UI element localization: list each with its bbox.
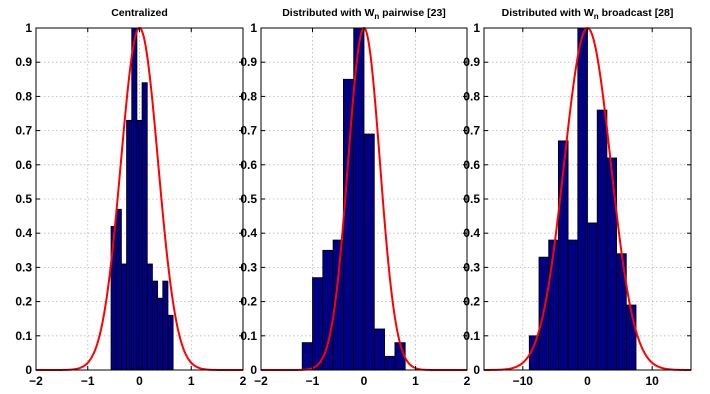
- histogram-bar: [115, 208, 122, 371]
- histogram-bar: [136, 119, 143, 371]
- x-tick-label: 0: [136, 374, 143, 388]
- histogram-bar: [312, 277, 324, 371]
- panel-distributed-pairwise: 0 0.1 0.2 0.3 0.4 0.5 0.6 0.7 0.8 0.9 1 −2 −1 0 1 2 Dist…: [240, 7, 470, 388]
- x-tick-label: −1: [306, 374, 320, 388]
- y-tick-label: 0.9: [15, 55, 32, 69]
- histogram-bar: [548, 239, 559, 371]
- x-tick-label: 0: [361, 374, 368, 388]
- histogram-bar: [596, 109, 608, 371]
- y-tick-label: 0.5: [240, 192, 257, 206]
- y-tick-label: 0.3: [240, 260, 257, 274]
- chart-title: Distributed with Wn pairwise [23]: [282, 7, 446, 21]
- y-tick-label: 0: [25, 363, 32, 377]
- y-tick-label: 0.9: [463, 55, 480, 69]
- y-tick-label: 1: [25, 21, 32, 35]
- y-tick-label: 1: [250, 21, 257, 35]
- histogram-bar: [363, 133, 375, 371]
- y-tick-label: 0: [473, 363, 480, 377]
- y-tick-label: 0.8: [240, 89, 257, 103]
- histogram-bar: [577, 27, 588, 371]
- y-tick-label: 0.4: [240, 226, 257, 240]
- histogram-bar: [141, 82, 148, 371]
- histogram-bar: [373, 328, 385, 371]
- histogram-bar: [167, 314, 174, 371]
- chart-title: Centralized: [111, 7, 168, 19]
- y-tick-label: 0.1: [463, 329, 480, 343]
- histogram-bar: [126, 119, 133, 371]
- x-tick-label: 0: [584, 374, 591, 388]
- y-tick-label: 0: [250, 363, 257, 377]
- y-tick-label: 0.2: [240, 295, 257, 309]
- y-tick-label: 0.3: [15, 260, 32, 274]
- x-tick-label: 2: [464, 374, 471, 388]
- y-tick-label: 0.8: [463, 89, 480, 103]
- y-tick-label: 0.8: [15, 89, 32, 103]
- y-tick-label: 0.7: [15, 124, 32, 138]
- x-tick-label: −2: [29, 374, 43, 388]
- y-tick-label: 0.5: [463, 192, 480, 206]
- y-tick-label: 0.1: [240, 329, 257, 343]
- y-tick-label: 0.6: [240, 158, 257, 172]
- y-tick-label: 0.4: [15, 226, 32, 240]
- chart-title: Distributed with Wn broadcast [28]: [502, 7, 674, 21]
- x-tick-label: −2: [254, 374, 268, 388]
- x-tick-label: 1: [412, 374, 419, 388]
- histogram-bar: [162, 280, 169, 371]
- histogram-bar: [301, 342, 313, 371]
- panel-distributed-broadcast: 0 0.1 0.2 0.3 0.4 0.5 0.6 0.7 0.8 0.9 1 −10 0 10 Distr…: [463, 7, 692, 388]
- x-tick-label: 1: [188, 374, 195, 388]
- histogram-bar: [606, 157, 618, 371]
- y-tick-label: 0.7: [463, 124, 480, 138]
- histogram-bar: [587, 222, 598, 371]
- histogram-bar: [152, 280, 159, 371]
- y-tick-label: 0.7: [240, 124, 257, 138]
- histogram-bar: [157, 297, 164, 371]
- y-tick-label: 0.2: [463, 295, 480, 309]
- histogram-bar: [131, 27, 138, 371]
- y-tick-label: 0.5: [15, 192, 32, 206]
- histogram-bar: [120, 263, 127, 371]
- y-tick-label: 0.6: [15, 158, 32, 172]
- y-tick-label: 0.4: [463, 226, 480, 240]
- y-tick-label: 0.3: [463, 260, 480, 274]
- y-tick-label: 0.9: [240, 55, 257, 69]
- panel-centralized: 0 0.1 0.2 0.3 0.4 0.5 0.6 0.7 0.8 0.9 1 −2 −1 0 1 2 Cent…: [15, 7, 246, 388]
- histogram-bar: [342, 78, 355, 371]
- y-tick-label: 1: [473, 21, 480, 35]
- y-tick-label: 0.1: [15, 329, 32, 343]
- x-tick-label: 2: [240, 374, 247, 388]
- y-tick-label: 0.2: [15, 295, 32, 309]
- x-tick-label: 10: [646, 374, 660, 388]
- histogram-bar: [567, 239, 579, 371]
- histogram-bar: [384, 355, 396, 371]
- histogram-bar: [146, 263, 153, 371]
- x-tick-label: −1: [81, 374, 95, 388]
- x-tick-label: −10: [513, 374, 534, 388]
- y-tick-label: 0.6: [463, 158, 480, 172]
